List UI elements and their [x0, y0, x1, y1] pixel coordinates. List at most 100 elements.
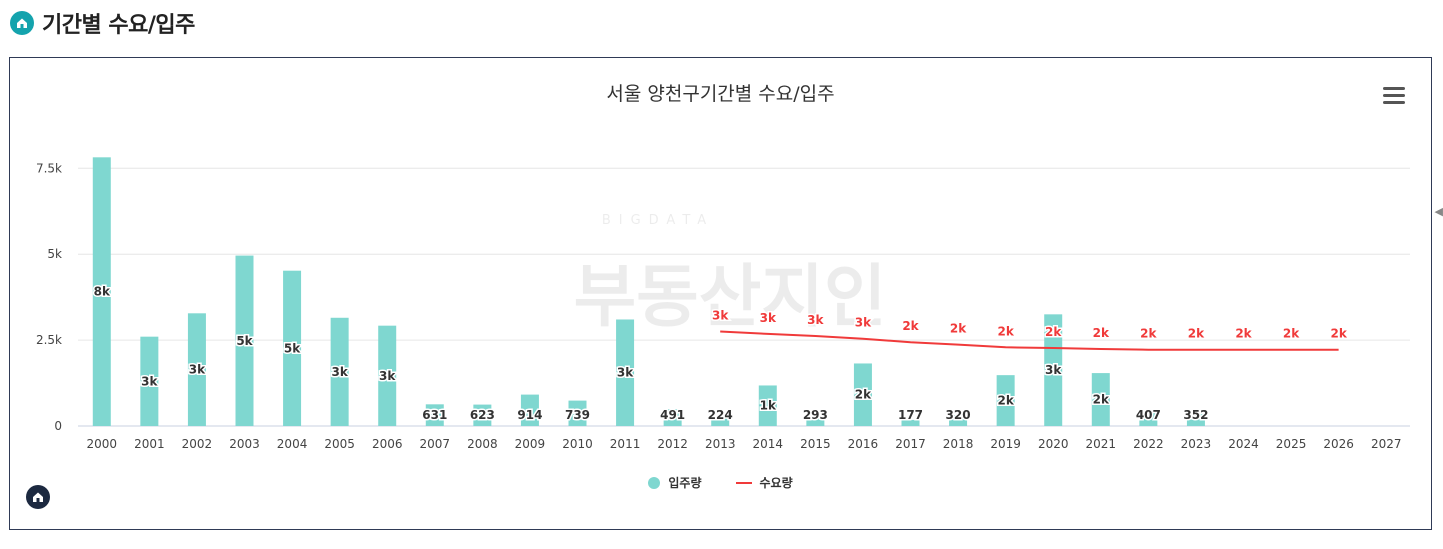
x-tick-label: 2008: [467, 437, 498, 451]
x-tick-label: 2015: [800, 437, 831, 451]
bar-data-label: 224: [708, 408, 733, 422]
bar-data-label: 5k: [236, 334, 253, 348]
bar-2006[interactable]: [378, 325, 397, 426]
line-data-label: 3k: [712, 309, 729, 323]
line-data-label: 2k: [1235, 327, 1252, 341]
bar-2021[interactable]: [1091, 373, 1110, 426]
x-tick-label: 2020: [1038, 437, 1069, 451]
bar-data-label: 8k: [94, 285, 111, 299]
bar-data-label: 3k: [331, 365, 348, 379]
bar-data-label: 1k: [760, 399, 777, 413]
x-tick-label: 2021: [1086, 437, 1117, 451]
bar-2014[interactable]: [758, 385, 777, 426]
x-tick-label: 2022: [1133, 437, 1164, 451]
bar-2020[interactable]: [1044, 314, 1063, 426]
bar-data-label: 177: [898, 408, 923, 422]
bar-data-label: 631: [422, 408, 447, 422]
bar-2023[interactable]: [1186, 413, 1205, 426]
x-tick-label: 2013: [705, 437, 736, 451]
bar-2003[interactable]: [235, 255, 254, 426]
bar-2018[interactable]: [949, 415, 968, 426]
chart-title: 서울 양천구기간별 수요/입주: [606, 83, 835, 105]
x-tick-label: 2025: [1276, 437, 1307, 451]
bar-data-label: 3k: [617, 366, 634, 380]
x-tick-label: 2017: [895, 437, 926, 451]
bar-data-label: 407: [1136, 408, 1161, 422]
logo-icon: [26, 485, 50, 509]
legend-item-supply[interactable]: 입주량: [648, 474, 702, 491]
bar-2022[interactable]: [1139, 412, 1158, 426]
x-tick-label: 2011: [610, 437, 641, 451]
bar-2016[interactable]: [853, 363, 872, 426]
x-tick-label: 2007: [420, 437, 451, 451]
bar-2009[interactable]: [520, 394, 539, 426]
line-data-label: 2k: [1140, 327, 1157, 341]
legend: 입주량 수요량: [10, 474, 1431, 491]
bar-2017[interactable]: [901, 419, 920, 426]
bar-2013[interactable]: [711, 418, 730, 426]
x-tick-label: 2009: [515, 437, 546, 451]
bar-data-label: 491: [660, 408, 685, 422]
bar-2001[interactable]: [140, 336, 159, 426]
y-tick-label: 7.5k: [36, 161, 62, 175]
x-tick-label: 2024: [1228, 437, 1259, 451]
x-tick-label: 2012: [657, 437, 688, 451]
x-tick-label: 2019: [990, 437, 1021, 451]
legend-label-demand: 수요량: [759, 476, 793, 490]
bar-data-label: 2k: [855, 388, 872, 402]
x-tick-label: 2023: [1181, 437, 1212, 451]
line-data-label: 2k: [1330, 327, 1347, 341]
y-tick-label: 0: [54, 419, 62, 433]
line-data-label: 3k: [807, 313, 824, 327]
line-data-label: 2k: [902, 319, 919, 333]
page-title: 기간별 수요/입주: [42, 13, 195, 38]
bar-data-label: 739: [565, 408, 590, 422]
bar-data-label: 2k: [997, 394, 1014, 408]
y-tick-label: 5k: [47, 247, 62, 261]
line-data-label: 3k: [855, 316, 872, 330]
collapse-arrow-icon[interactable]: ◀: [1434, 205, 1443, 218]
bar-data-label: 3k: [379, 369, 396, 383]
x-tick-label: 2027: [1371, 437, 1402, 451]
line-data-label: 2k: [1188, 327, 1205, 341]
x-tick-label: 2018: [943, 437, 974, 451]
x-tick-label: 2000: [87, 437, 118, 451]
bar-2011[interactable]: [616, 319, 635, 426]
x-tick-label: 2016: [848, 437, 879, 451]
x-tick-label: 2003: [229, 437, 260, 451]
bar-2005[interactable]: [330, 317, 349, 426]
line-data-label: 2k: [1045, 325, 1062, 339]
bar-data-label: 3k: [189, 363, 206, 377]
y-tick-label: 2.5k: [36, 333, 62, 347]
line-data-label: 2k: [1093, 326, 1110, 340]
bar-2002[interactable]: [187, 313, 206, 426]
x-tick-label: 2005: [324, 437, 355, 451]
hamburger-menu-icon[interactable]: [1383, 87, 1405, 105]
bar-2000[interactable]: [92, 157, 111, 427]
x-tick-label: 2002: [182, 437, 213, 451]
bar-2004[interactable]: [283, 270, 302, 426]
bar-data-label: 293: [803, 408, 828, 422]
x-tick-label: 2004: [277, 437, 308, 451]
bar-2008[interactable]: [473, 404, 492, 426]
bar-2019[interactable]: [996, 375, 1015, 426]
x-tick-label: 2014: [753, 437, 784, 451]
home-icon: [10, 11, 34, 35]
chart-plot: BIGDATA 부동산지인 8k 3k 3k 5k 5k 3k 3k 631 623 914 739…: [36, 157, 1410, 451]
demand-series-line[interactable]: [720, 330, 1339, 351]
bar-2007[interactable]: [425, 404, 444, 426]
bar-data-label: 623: [470, 408, 495, 422]
legend-item-demand[interactable]: 수요량: [735, 474, 793, 491]
line-data-label: 2k: [997, 324, 1014, 338]
legend-label-supply: 입주량: [668, 476, 702, 490]
bar-2015[interactable]: [806, 415, 825, 426]
x-tick-label: 2026: [1323, 437, 1354, 451]
svg-text:BIGDATA: BIGDATA: [602, 213, 714, 228]
bar-data-label: 320: [946, 408, 971, 422]
x-tick-label: 2006: [372, 437, 403, 451]
legend-dot-icon: [648, 476, 661, 489]
bar-2010[interactable]: [568, 400, 587, 426]
bar-data-label: 5k: [284, 341, 301, 355]
x-tick-label: 2001: [134, 437, 165, 451]
bar-2012[interactable]: [663, 409, 682, 426]
